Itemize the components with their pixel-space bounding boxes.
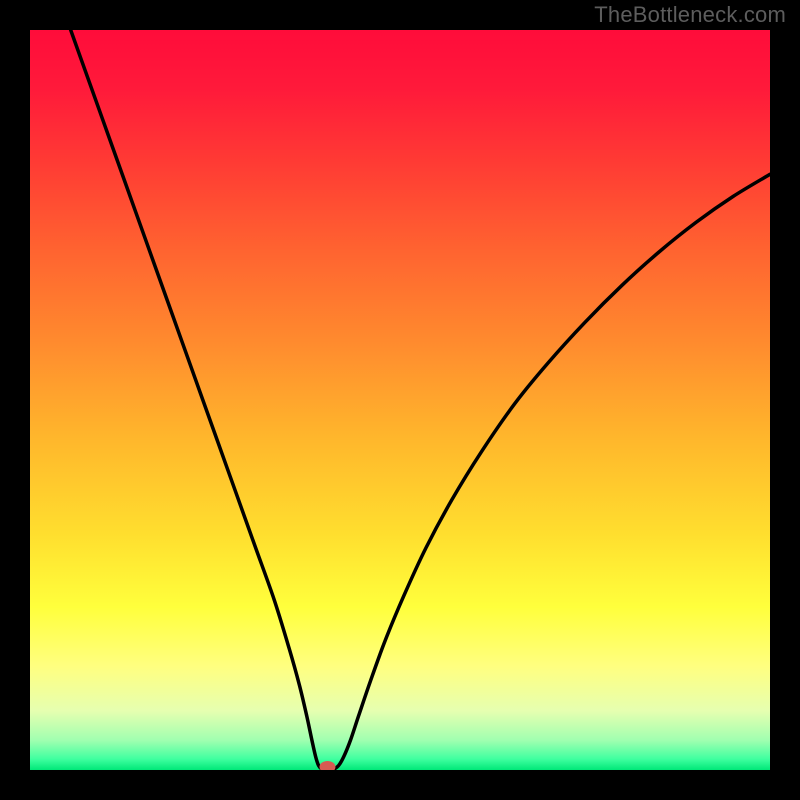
plot-area	[30, 30, 770, 770]
chart-svg	[30, 30, 770, 770]
watermark-text: TheBottleneck.com	[594, 2, 786, 28]
chart-background	[30, 30, 770, 770]
